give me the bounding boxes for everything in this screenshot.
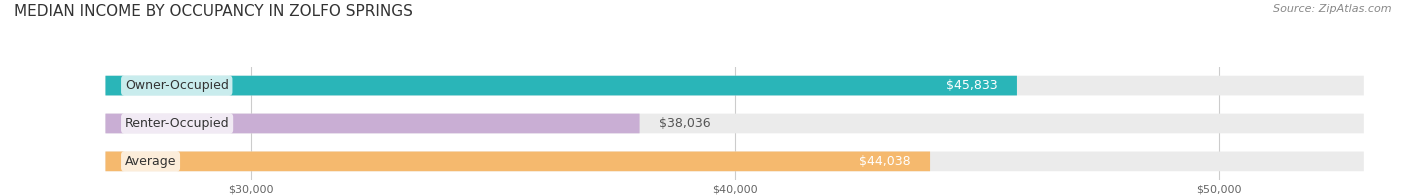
Text: Owner-Occupied: Owner-Occupied <box>125 79 229 92</box>
FancyBboxPatch shape <box>105 114 1364 133</box>
Text: $38,036: $38,036 <box>659 117 710 130</box>
FancyBboxPatch shape <box>105 76 1017 95</box>
FancyBboxPatch shape <box>105 152 931 171</box>
Text: $45,833: $45,833 <box>946 79 998 92</box>
FancyBboxPatch shape <box>105 114 640 133</box>
Text: $44,038: $44,038 <box>859 155 911 168</box>
FancyBboxPatch shape <box>105 76 1364 95</box>
Text: Source: ZipAtlas.com: Source: ZipAtlas.com <box>1274 4 1392 14</box>
FancyBboxPatch shape <box>105 152 1364 171</box>
Text: MEDIAN INCOME BY OCCUPANCY IN ZOLFO SPRINGS: MEDIAN INCOME BY OCCUPANCY IN ZOLFO SPRI… <box>14 4 413 19</box>
Text: Renter-Occupied: Renter-Occupied <box>125 117 229 130</box>
Text: Average: Average <box>125 155 176 168</box>
